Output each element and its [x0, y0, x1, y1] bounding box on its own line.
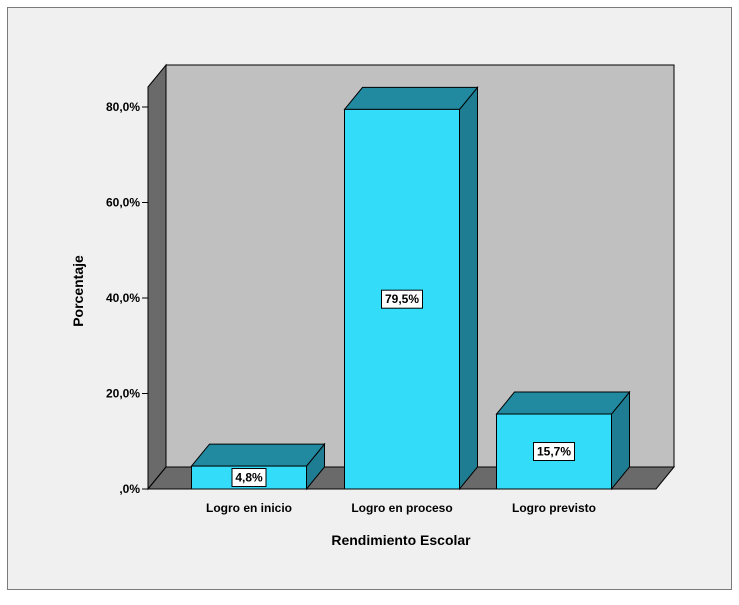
y-tick-label: 40,0%	[106, 291, 140, 305]
data-label: 79,5%	[385, 292, 419, 306]
side-wall	[147, 63, 167, 491]
x-tick-label: Logro en proceso	[351, 501, 452, 515]
y-tick-label: 60,0%	[106, 196, 140, 210]
bar-chart: ,0% 20,0% 40,0% 60,0% 80,0% 4,8% 79,5% 15,7% L…	[70, 63, 676, 548]
bar-top	[495, 391, 631, 415]
bar-top	[190, 443, 326, 467]
bar: 15,7%	[495, 390, 631, 491]
data-label: 15,7%	[537, 445, 571, 459]
x-axis-labels: Logro en inicio Logro en proceso Logro pre…	[206, 501, 596, 515]
y-axis-ticks: ,0% 20,0% 40,0% 60,0% 80,0%	[106, 100, 148, 496]
data-label: 4,8%	[235, 471, 263, 485]
y-tick-label: 80,0%	[106, 100, 140, 114]
bars: 4,8% 79,5% 15,7%	[190, 85, 631, 491]
data-label-box	[533, 442, 575, 462]
y-tick-label: 20,0%	[106, 387, 140, 401]
bar: 79,5%	[343, 85, 479, 491]
bar-side	[459, 85, 478, 491]
x-tick-label: Logro previsto	[512, 501, 596, 515]
y-tick-label: ,0%	[119, 482, 140, 496]
data-label-box	[231, 468, 267, 488]
bar: 4,8%	[190, 442, 326, 491]
x-axis-title: Rendimiento Escolar	[331, 532, 471, 548]
bar-top	[343, 86, 479, 110]
data-label-box	[381, 289, 423, 309]
chart-frame: ,0% 20,0% 40,0% 60,0% 80,0% 4,8% 79,5% 15,7% L…	[7, 7, 732, 590]
y-axis-title: Porcentaje	[70, 255, 86, 327]
x-tick-label: Logro en inicio	[206, 501, 292, 515]
